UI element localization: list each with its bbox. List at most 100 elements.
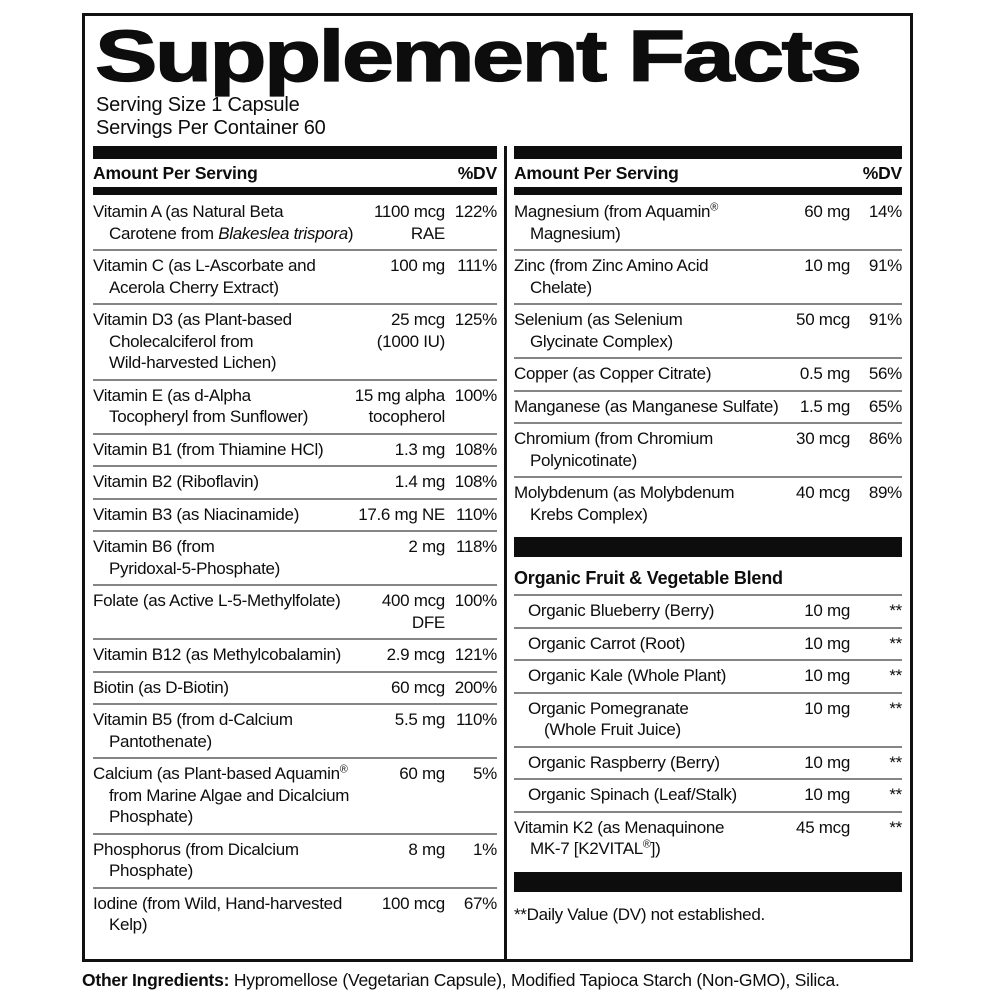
nutrient-name: Vitamin C (as L-Ascorbate and Acerola Che… [93, 256, 316, 297]
serving-size: Serving Size 1 Capsule [96, 94, 300, 116]
nutrient-name: Organic Pomegranate (Whole Fruit Juice) [527, 698, 689, 740]
nutrient-name: Molybdenum (as Molybdenum Krebs Complex) [513, 483, 735, 524]
nutrient-dv: 110% [455, 710, 497, 729]
nutrient-name: Manganese (as Manganese Sulfate) [513, 396, 779, 416]
nutrient-dv: 100% [454, 591, 498, 610]
nutrient-amount: 25 mcg (1000 IU) [376, 310, 445, 351]
nutrient-amount: 60 mg [399, 764, 445, 783]
nutrient-name: Organic Spinach (Leaf/Stalk) [527, 785, 737, 804]
nutrient-row: Manganese (as Manganese Sulfate) 1.5 mg 65… [513, 389, 902, 423]
nutrient-amount: 10 mg [804, 256, 850, 275]
nutrient-name: Vitamin B1 (from Thiamine HCl) [93, 439, 324, 459]
nutrient-name: Vitamin E (as d-Alpha Tocopheryl from Sun… [93, 385, 309, 427]
nutrient-dv: 67% [463, 893, 497, 913]
nutrient-row: Vitamin B12 (as Methylcobalamin) 2.9 mcg 1… [93, 638, 497, 671]
nutrient-dv: 108% [454, 439, 498, 459]
nutrient-row: Phosphorus (from Dicalcium Phosphate) 8 mg… [93, 832, 497, 887]
nutrient-row: Selenium (as Selenium Glycinate Complex) 5… [513, 303, 902, 357]
nutrient-name: Vitamin B2 (Riboflavin) [93, 472, 259, 491]
nutrient-name: Iodine (from Wild, Hand-harvested Kelp) [93, 893, 342, 935]
nutrient-amount: 10 mg [804, 698, 850, 718]
nutrient-dv: ** [889, 633, 902, 653]
nutrient-name: Vitamin B6 (from Pyridoxal-5-Phosphate) [93, 537, 281, 578]
nutrient-dv: 200% [454, 677, 498, 697]
nutrient-row: Organic Raspberry (Berry) 10 mg ** [513, 745, 902, 779]
right-header-rule [513, 187, 902, 195]
nutrient-amount: 100 mg [390, 256, 445, 275]
nutrient-amount: 1.4 mg [394, 472, 445, 491]
nutrient-row: Magnesium (from Aquamin® Magnesium) 60 mg 1… [514, 197, 902, 249]
left-nutrient-rows: Vitamin A (as Natural Beta Carotene from … [93, 197, 497, 941]
nutrient-name: Copper (as Copper Citrate) [513, 364, 712, 383]
blend-title: Organic Fruit & Vegetable Blend [513, 568, 783, 588]
nutrient-row: Organic Pomegranate (Whole Fruit Juice) 10… [513, 691, 902, 746]
nutrient-row: Vitamin E (as d-Alpha Tocopheryl from Sun… [93, 378, 497, 433]
dv-label: %DV [457, 163, 497, 183]
other-ingredients-text: Hypromellose (Vegetarian Capsule), Modif… [233, 970, 840, 990]
nutrient-amount: 10 mg [804, 752, 850, 772]
nutrient-row: Copper (as Copper Citrate) 0.5 mg 56% [513, 357, 902, 390]
nutrient-row: Vitamin K2 (as Menaquinone MK-7 [K2VITAL®… [513, 810, 902, 865]
footnote-section-bar [513, 871, 902, 892]
supplement-facts-label: Supplement Facts Serving Size 1 Capsule … [82, 13, 913, 991]
nutrient-name: Vitamin B12 (as Methylcobalamin) [93, 645, 342, 664]
nutrient-row: Vitamin B3 (as Niacinamide) 17.6 mg NE 110… [93, 497, 497, 531]
nutrient-dv: 122% [454, 202, 498, 221]
nutrient-amount: 2 mg [408, 537, 445, 556]
nutrient-dv: 1% [472, 839, 497, 859]
left-column: Amount Per Serving %DV Vitamin A (as Nat… [93, 146, 504, 959]
nutrient-row: Vitamin D3 (as Plant-based Cholecalcifero… [93, 303, 497, 379]
right-top-bar [513, 146, 902, 159]
nutrient-row: Vitamin B5 (from d-Calcium Pantothenate) 5… [93, 703, 497, 757]
right-column-header: Amount Per Serving %DV [514, 159, 902, 187]
facts-columns: Amount Per Serving %DV Vitamin A (as Nat… [93, 146, 902, 959]
nutrient-dv: 110% [455, 504, 497, 524]
nutrient-name: Organic Carrot (Root) [527, 633, 686, 653]
nutrient-amount: 40 mcg [796, 483, 850, 502]
supplement-facts-panel: Supplement Facts Serving Size 1 Capsule … [82, 13, 913, 962]
nutrient-amount: 15 mg alpha tocopherol [354, 385, 446, 427]
nutrient-amount: 1.3 mg [394, 439, 445, 459]
nutrient-amount: 60 mcg [391, 677, 445, 697]
nutrient-amount: 60 mg [804, 202, 850, 221]
nutrient-amount: 10 mg [804, 666, 850, 685]
nutrient-amount: 100 mcg [381, 893, 445, 913]
nutrient-dv: ** [889, 785, 902, 804]
nutrient-amount: 10 mg [804, 633, 850, 653]
nutrient-amount: 400 mcg DFE [381, 591, 445, 632]
nutrient-dv: 111% [457, 256, 497, 275]
nutrient-row: Calcium (as Plant-based Aquamin® from Mar… [93, 757, 497, 833]
nutrient-row: Zinc (from Zinc Amino Acid Chelate) 10 mg 9… [513, 249, 902, 303]
nutrient-amount: 30 mcg [796, 429, 850, 448]
nutrient-row: Molybdenum (as Molybdenum Krebs Complex) 4… [513, 476, 902, 530]
nutrient-amount: 1100 mcg RAE [373, 202, 445, 243]
nutrient-row: Organic Carrot (Root) 10 mg ** [513, 626, 902, 660]
amount-per-serving-label: Amount Per Serving [93, 163, 258, 183]
nutrient-row: Organic Blueberry (Berry) 10 mg ** [514, 596, 902, 627]
nutrient-dv: 65% [868, 396, 902, 416]
nutrient-name: Vitamin A (as Natural Beta Carotene from … [93, 202, 354, 243]
nutrient-dv: ** [889, 601, 902, 620]
other-ingredients-label: Other Ingredients: [82, 970, 230, 990]
nutrient-dv: ** [889, 752, 902, 772]
nutrient-amount: 1.5 mg [799, 396, 850, 416]
nutrient-amount: 17.6 mg NE [358, 504, 445, 524]
nutrient-dv: 118% [455, 537, 497, 556]
nutrient-amount: 45 mcg [796, 817, 850, 837]
nutrient-row: Organic Kale (Whole Plant) 10 mg ** [513, 659, 902, 692]
nutrient-row: Folate (as Active L-5-Methylfolate) 400 m… [93, 584, 497, 638]
nutrient-dv: 121% [454, 645, 498, 664]
blend-title-rule [513, 594, 902, 596]
nutrient-name: Magnesium (from Aquamin® Magnesium) [513, 201, 719, 243]
nutrient-name: Zinc (from Zinc Amino Acid Chelate) [513, 256, 709, 297]
nutrient-dv: 56% [868, 364, 902, 383]
nutrient-amount: 0.5 mg [799, 364, 850, 383]
nutrient-name: Organic Raspberry (Berry) [527, 752, 720, 772]
nutrient-amount: 10 mg [804, 601, 850, 620]
other-ingredients: Other Ingredients: Hypromellose (Vegetar… [82, 970, 913, 991]
nutrient-row: Vitamin B1 (from Thiamine HCl) 1.3 mg 108% [93, 432, 498, 466]
nutrient-row: Iodine (from Wild, Hand-harvested Kelp) 10… [93, 886, 497, 941]
nutrient-row: Biotin (as D-Biotin) 60 mcg 200% [93, 670, 498, 704]
nutrient-name: Folate (as Active L-5-Methylfolate) [93, 591, 341, 610]
nutrient-amount: 8 mg [408, 839, 445, 859]
